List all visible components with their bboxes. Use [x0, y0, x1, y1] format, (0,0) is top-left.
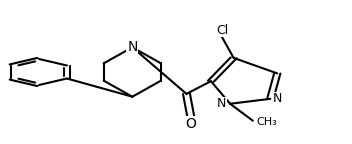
Text: N: N [273, 92, 282, 105]
Text: N: N [127, 40, 138, 54]
Text: N: N [216, 97, 226, 110]
Text: CH₃: CH₃ [256, 117, 277, 127]
Text: O: O [186, 116, 196, 131]
Text: Cl: Cl [216, 24, 228, 37]
